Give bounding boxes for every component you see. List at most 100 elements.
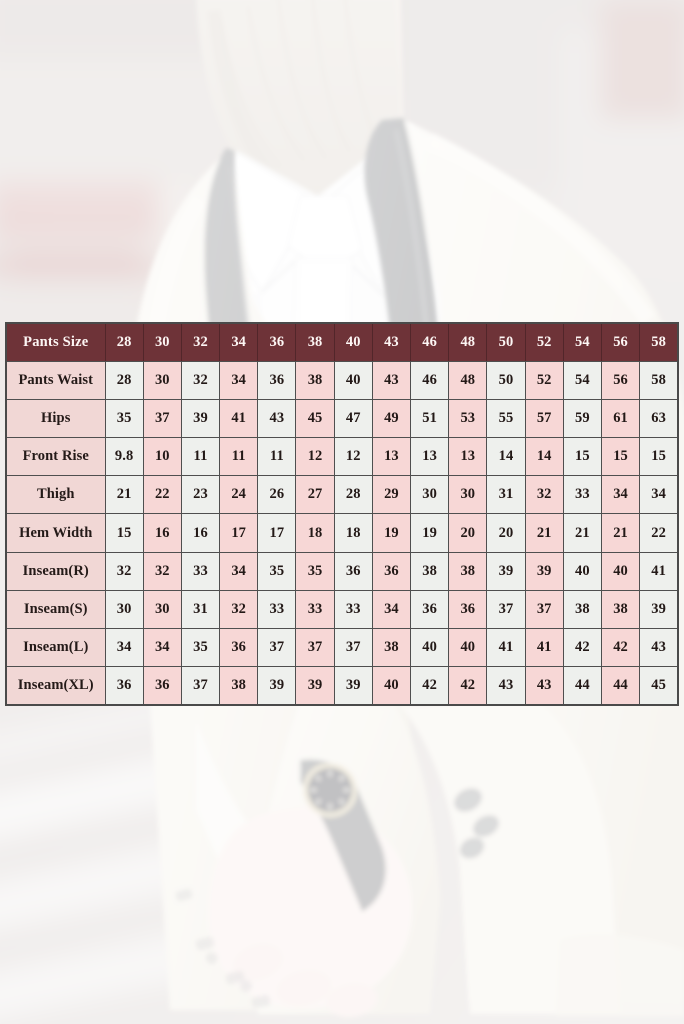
cell: 40 xyxy=(410,627,450,668)
cell: 34 xyxy=(639,475,679,515)
table-header: Pants Size 28 30 32 34 36 38 40 43 46 48… xyxy=(5,322,679,362)
table-body: Pants Waist 28 30 32 34 36 38 40 43 46 48 50 52 54 56 5… xyxy=(5,360,679,706)
cell: 43 xyxy=(257,398,297,439)
cell: 42 xyxy=(562,627,602,668)
cell: 17 xyxy=(257,513,297,553)
table-row: Hips 35 37 39 41 43 45 47 49 51 53 55 57 59 61 63 xyxy=(5,398,679,439)
header-cell-size: 52 xyxy=(524,322,564,362)
cell: 41 xyxy=(524,627,564,668)
cell: 41 xyxy=(219,398,259,439)
cell: 34 xyxy=(600,475,641,515)
cell: 11 xyxy=(180,437,221,477)
cell: 39 xyxy=(639,589,679,630)
cell: 42 xyxy=(448,666,488,706)
cell: 54 xyxy=(562,360,602,400)
cell: 46 xyxy=(410,360,450,400)
cell: 44 xyxy=(600,666,641,706)
header-cell-size: 46 xyxy=(410,322,450,362)
cell: 44 xyxy=(562,666,602,706)
cell: 50 xyxy=(486,360,526,400)
cell: 47 xyxy=(333,398,373,439)
cell: 28 xyxy=(104,360,144,400)
row-label-inseam-l: Inseam(L) xyxy=(5,627,106,668)
header-cell-size: 54 xyxy=(562,322,602,362)
cell: 19 xyxy=(371,513,412,553)
table-row: Inseam(S) 30 30 31 32 33 33 33 34 36 36 37 37 38 38 39 xyxy=(5,589,679,630)
cell: 15 xyxy=(562,437,602,477)
header-cell-size: 40 xyxy=(333,322,373,362)
cell: 29 xyxy=(371,475,412,515)
row-label-inseam-xl: Inseam(XL) xyxy=(5,666,106,706)
cell: 38 xyxy=(371,627,412,668)
header-cell-size: 38 xyxy=(295,322,335,362)
cell: 37 xyxy=(257,627,297,668)
cell: 30 xyxy=(104,589,144,630)
cell: 18 xyxy=(295,513,335,553)
cell: 43 xyxy=(371,360,412,400)
row-label-front-rise: Front Rise xyxy=(5,437,106,477)
cell: 49 xyxy=(371,398,412,439)
header-cell-size: 28 xyxy=(104,322,144,362)
header-cell-size: 58 xyxy=(639,322,679,362)
cell: 38 xyxy=(295,360,335,400)
cell: 28 xyxy=(333,475,373,515)
cell: 55 xyxy=(486,398,526,439)
cell: 20 xyxy=(448,513,488,553)
cell: 30 xyxy=(448,475,488,515)
cell: 33 xyxy=(295,589,335,630)
cell: 34 xyxy=(219,551,259,591)
row-label-hem-width: Hem Width xyxy=(5,513,106,553)
cell: 42 xyxy=(600,627,641,668)
cell: 34 xyxy=(142,627,182,668)
cell: 58 xyxy=(639,360,679,400)
cell: 32 xyxy=(142,551,182,591)
cell: 34 xyxy=(104,627,144,668)
pants-size-chart-table: Pants Size 28 30 32 34 36 38 40 43 46 48… xyxy=(5,322,679,706)
cell: 24 xyxy=(219,475,259,515)
cell: 39 xyxy=(333,666,373,706)
row-label-thigh: Thigh xyxy=(5,475,106,515)
cell: 32 xyxy=(524,475,564,515)
cell: 37 xyxy=(142,398,182,439)
cell: 34 xyxy=(219,360,259,400)
cell: 37 xyxy=(295,627,335,668)
cell: 30 xyxy=(142,589,182,630)
cell: 40 xyxy=(371,666,412,706)
cell: 30 xyxy=(410,475,450,515)
cell: 35 xyxy=(104,398,144,439)
cell: 36 xyxy=(333,551,373,591)
header-cell-size: 30 xyxy=(142,322,182,362)
cell: 15 xyxy=(639,437,679,477)
cell: 32 xyxy=(180,360,221,400)
cell: 39 xyxy=(180,398,221,439)
cell: 35 xyxy=(257,551,297,591)
cell: 20 xyxy=(486,513,526,553)
cell: 41 xyxy=(639,551,679,591)
cell: 14 xyxy=(486,437,526,477)
cell: 38 xyxy=(410,551,450,591)
size-chart-container: Pants Size 28 30 32 34 36 38 40 43 46 48… xyxy=(5,322,679,706)
cell: 57 xyxy=(524,398,564,439)
row-label-inseam-s: Inseam(S) xyxy=(5,589,106,630)
row-label-inseam-r: Inseam(R) xyxy=(5,551,106,591)
cell: 21 xyxy=(600,513,641,553)
cell: 18 xyxy=(333,513,373,553)
cell: 38 xyxy=(600,589,641,630)
cell: 21 xyxy=(562,513,602,553)
cell: 33 xyxy=(333,589,373,630)
cell: 42 xyxy=(410,666,450,706)
header-cell-size: 56 xyxy=(600,322,641,362)
cell: 17 xyxy=(219,513,259,553)
cell: 59 xyxy=(562,398,602,439)
cell: 45 xyxy=(295,398,335,439)
header-cell-size: 36 xyxy=(257,322,297,362)
cell: 22 xyxy=(639,513,679,553)
cell: 38 xyxy=(219,666,259,706)
cell: 16 xyxy=(142,513,182,553)
cell: 27 xyxy=(295,475,335,515)
cell: 39 xyxy=(257,666,297,706)
row-label-hips: Hips xyxy=(5,398,106,439)
cell: 23 xyxy=(180,475,221,515)
table-row: Inseam(L) 34 34 35 36 37 37 37 38 40 40 41 41 42 42 43 xyxy=(5,627,679,668)
row-label-pants-waist: Pants Waist xyxy=(5,360,106,400)
